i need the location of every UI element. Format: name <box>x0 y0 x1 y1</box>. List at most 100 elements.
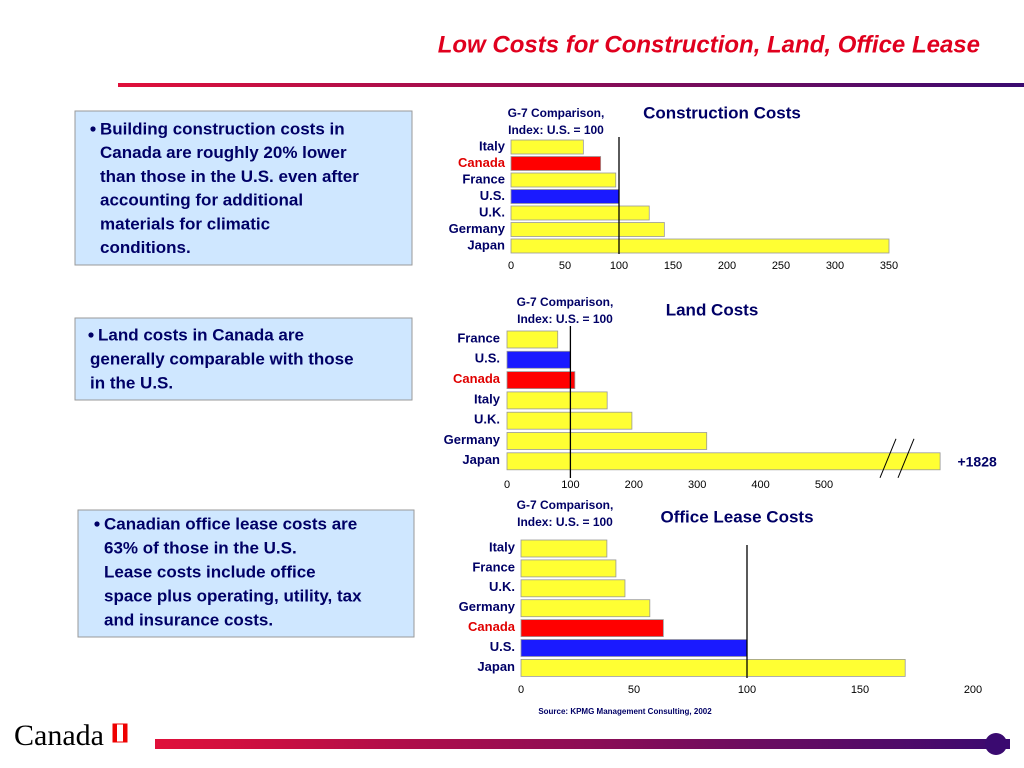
category-label: Germany <box>459 599 516 614</box>
bar <box>506 350 571 369</box>
bar <box>506 371 576 390</box>
chart-title: Office Lease Costs <box>660 507 813 526</box>
note-line: Building construction costs in <box>100 119 345 138</box>
note-line: Land costs in Canada are <box>98 325 304 344</box>
chart-subtitle: G-7 Comparison, <box>517 498 614 512</box>
category-label: Italy <box>489 539 516 554</box>
bullet <box>90 126 96 132</box>
flag-band <box>123 724 127 742</box>
note-line: space plus operating, utility, tax <box>104 586 362 605</box>
bar <box>510 189 620 204</box>
category-label: Italy <box>474 391 501 406</box>
slide-title: Low Costs for Construction, Land, Office… <box>438 31 980 58</box>
bar <box>506 411 633 430</box>
category-label: France <box>457 330 500 345</box>
x-tick-label: 150 <box>851 684 869 696</box>
x-tick-label: 200 <box>964 684 982 696</box>
bar <box>520 539 608 558</box>
note-box <box>74 110 413 266</box>
x-tick-label: 200 <box>718 260 736 272</box>
category-label: U.K. <box>479 204 505 219</box>
x-tick-label: 100 <box>610 260 628 272</box>
footer-rule <box>155 739 1010 749</box>
note-line: and insurance costs. <box>104 610 273 629</box>
x-tick-label: 0 <box>518 684 524 696</box>
bar <box>510 205 650 221</box>
bar <box>520 639 748 657</box>
category-label: U.S. <box>475 351 500 366</box>
category-label: Germany <box>444 432 501 447</box>
break-mark <box>879 438 897 478</box>
bar <box>520 579 626 598</box>
category-label: U.K. <box>474 412 500 427</box>
value-label: +1828 <box>957 454 997 470</box>
chart-subtitle: Index: U.S. = 100 <box>508 123 604 137</box>
category-label: U.S. <box>490 639 515 654</box>
bar <box>510 172 617 188</box>
category-label: Italy <box>479 138 506 153</box>
bar <box>506 452 941 471</box>
category-label: Canada <box>453 371 501 386</box>
x-tick-label: 300 <box>688 479 706 491</box>
note-line: in the U.S. <box>90 373 173 392</box>
chart-subtitle: G-7 Comparison, <box>517 295 614 309</box>
note-line: than those in the U.S. even after <box>100 167 359 186</box>
note-line: Canadian office lease costs are <box>104 514 357 533</box>
x-tick-label: 100 <box>561 479 579 491</box>
note-line: 63% of those in the U.S. <box>104 538 297 557</box>
category-label: Canada <box>458 155 506 170</box>
note-line: conditions. <box>100 238 191 257</box>
bar <box>520 659 906 677</box>
x-tick-label: 50 <box>559 260 571 272</box>
category-label: Germany <box>449 221 506 236</box>
x-tick-label: 350 <box>880 260 898 272</box>
bar <box>506 432 708 450</box>
bar <box>510 222 665 237</box>
bar <box>520 599 651 618</box>
bar <box>510 238 890 254</box>
note-line: materials for climatic <box>100 214 270 233</box>
logo: Canada <box>14 719 104 752</box>
note-line: accounting for additional <box>100 191 303 210</box>
note-line: Canada are roughly 20% lower <box>100 143 347 162</box>
category-label: Japan <box>462 452 500 467</box>
bullet <box>88 332 94 338</box>
x-tick-label: 400 <box>751 479 769 491</box>
chart-subtitle: Index: U.S. = 100 <box>517 312 613 326</box>
note-line: generally comparable with those <box>90 349 354 368</box>
chart-title: Construction Costs <box>643 103 801 122</box>
x-tick-label: 0 <box>508 260 514 272</box>
title-rule <box>118 83 1024 87</box>
note-line: Lease costs include office <box>104 562 316 581</box>
bullet <box>94 521 100 527</box>
x-tick-label: 250 <box>772 260 790 272</box>
note-box <box>77 509 415 638</box>
x-tick-label: 150 <box>664 260 682 272</box>
chart-title: Land Costs <box>666 300 759 319</box>
category-label: France <box>472 559 515 574</box>
chart-subtitle: G-7 Comparison, <box>508 106 605 120</box>
break-mark <box>897 438 915 478</box>
x-tick-label: 0 <box>504 479 510 491</box>
note-box <box>74 317 413 401</box>
bar <box>520 559 617 578</box>
source: Source: KPMG Management Consulting, 2002 <box>538 707 712 716</box>
category-label: U.S. <box>480 188 505 203</box>
bar <box>520 619 664 637</box>
chart-subtitle: Index: U.S. = 100 <box>517 515 613 529</box>
category-label: U.K. <box>489 579 515 594</box>
page-badge <box>985 733 1007 755</box>
bar <box>506 391 608 410</box>
x-tick-label: 500 <box>815 479 833 491</box>
category-label: Japan <box>477 659 515 674</box>
x-tick-label: 100 <box>738 684 756 696</box>
bar <box>510 139 584 155</box>
flag-band <box>113 724 117 742</box>
x-tick-label: 300 <box>826 260 844 272</box>
category-label: Japan <box>467 237 505 252</box>
x-tick-label: 50 <box>628 684 640 696</box>
category-label: France <box>462 171 505 186</box>
x-tick-label: 200 <box>625 479 643 491</box>
category-label: Canada <box>468 619 516 634</box>
